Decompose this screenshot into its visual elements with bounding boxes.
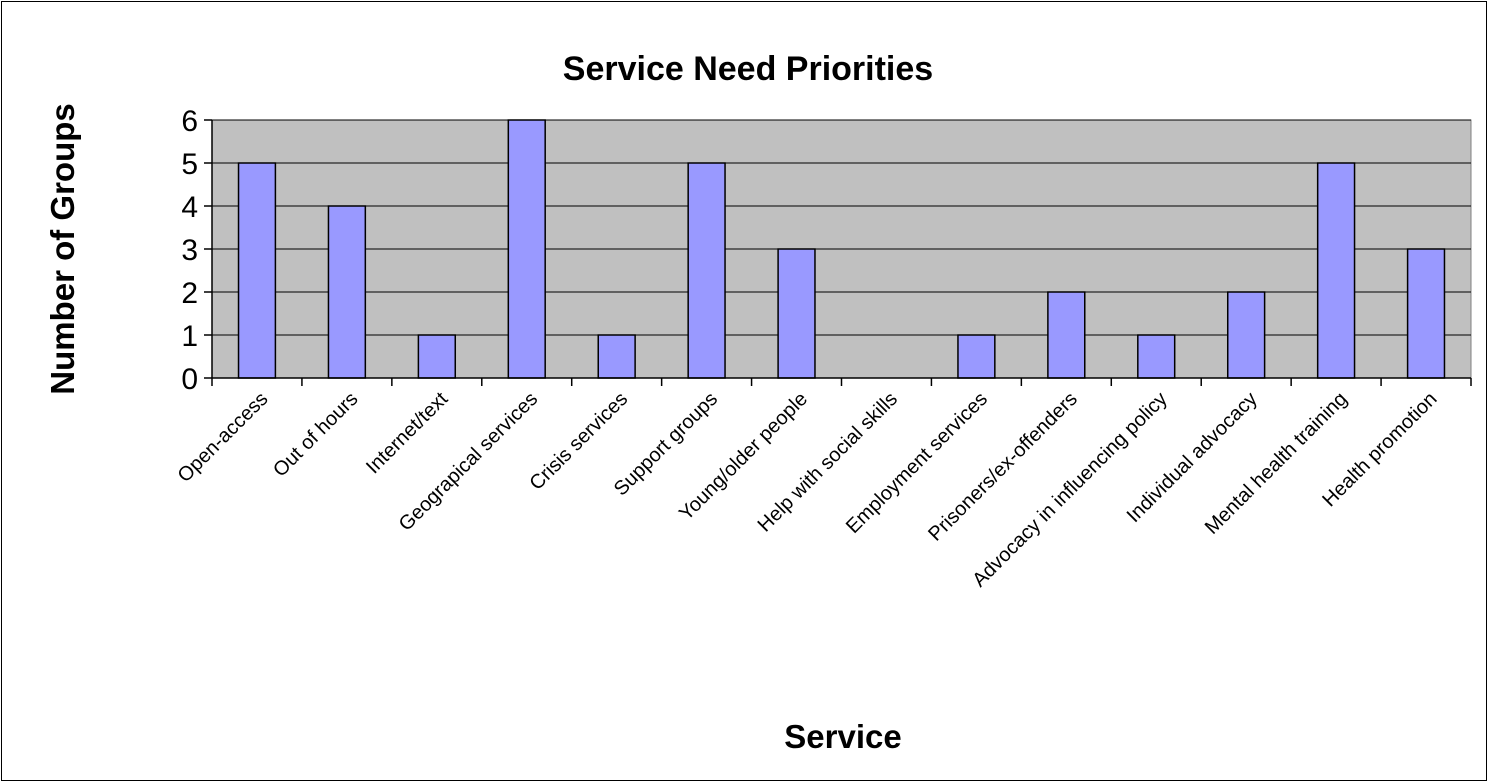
y-tick-label: 6	[181, 105, 198, 138]
bar	[687, 162, 726, 379]
x-axis-title: Service	[784, 718, 901, 755]
y-tick-label: 5	[181, 148, 198, 181]
chart-title: Service Need Priorities	[563, 50, 933, 88]
bar	[1316, 162, 1356, 379]
bar	[1406, 248, 1446, 379]
bar	[1137, 334, 1176, 379]
bar	[417, 334, 457, 379]
bar	[957, 334, 996, 379]
bar	[597, 334, 636, 379]
bars	[237, 119, 1446, 379]
x-tick-label: Prisoners/ex-offenders	[924, 388, 1082, 546]
x-tick-label: Out of hours	[269, 388, 362, 481]
x-tick-label: Internet/text	[362, 388, 453, 479]
bar	[237, 162, 277, 379]
y-tick-label: 3	[181, 234, 198, 267]
axes	[204, 119, 1472, 386]
y-tick-label: 0	[181, 363, 198, 396]
x-tick-label: Open-access	[174, 388, 273, 487]
y-tick-label: 2	[181, 277, 198, 310]
bar	[507, 119, 546, 379]
x-tick-label: Advocacy in influencing policy	[968, 388, 1171, 591]
y-axis-title: Number of Groups	[44, 103, 81, 395]
bar	[327, 205, 367, 379]
bar	[777, 248, 816, 379]
y-tick-label: 1	[181, 320, 198, 353]
y-tick-labels: 0 1 2 3 4 5 6	[181, 105, 198, 396]
bar	[1226, 291, 1266, 379]
bar	[1047, 291, 1086, 379]
y-tick-label: 4	[181, 191, 198, 224]
